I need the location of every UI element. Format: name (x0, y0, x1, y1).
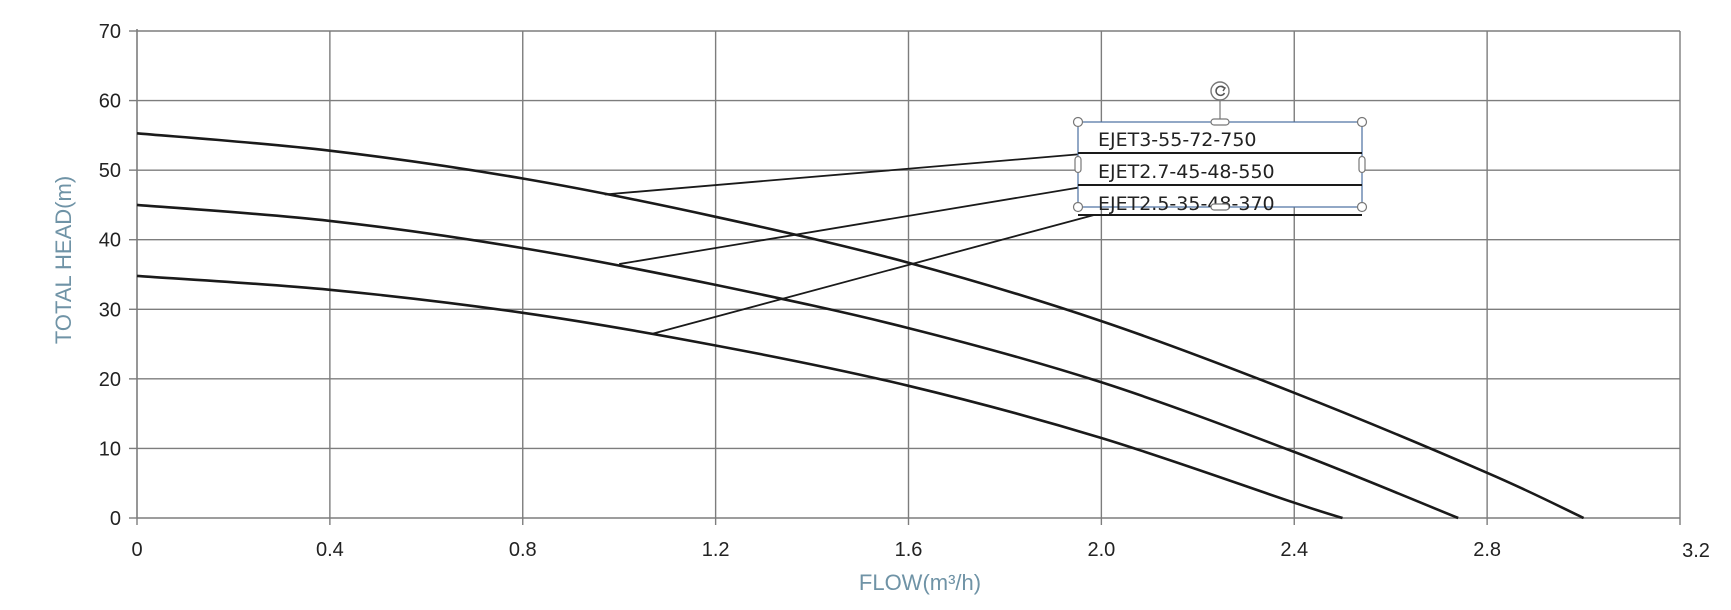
legend-entry-2: EJET2.7-45-48-550 (1098, 161, 1275, 183)
legend-entry-1: EJET3-55-72-750 (1098, 129, 1257, 151)
series-line-1 (136, 132, 1585, 520)
resize-handle-left (1074, 155, 1082, 174)
y-tick-label: 40 (99, 230, 121, 252)
rotate-handle-icon (1210, 81, 1230, 101)
resize-handle-corner (1356, 201, 1368, 213)
resize-handle-bottom (1210, 203, 1230, 211)
series-lines (136, 132, 1585, 520)
legend-leader-2 (619, 184, 1095, 265)
tick-labels: 0 0.4 0.8 1.2 1.6 2.0 2.4 2.8 3.2 0 10 20 30 40 50 60 70 (99, 21, 1710, 562)
legend-entry-3: EJET2.5-35-48-370 (1098, 193, 1275, 215)
y-tick-label: 20 (99, 369, 121, 391)
series-line-3 (136, 274, 1343, 520)
x-tick-label: 2.0 (1087, 539, 1115, 561)
x-tick-label: 0 (131, 539, 142, 561)
grid-lines (137, 30, 1681, 518)
y-tick-label: 0 (110, 508, 121, 530)
resize-handle-right (1358, 155, 1366, 174)
x-axis-title: FLOW(m³/h) (859, 570, 981, 595)
x-tick-label: 1.6 (895, 539, 923, 561)
rotate-arrowhead-icon (1221, 85, 1226, 92)
y-tick-label: 70 (99, 21, 121, 43)
x-tick-label: 2.4 (1280, 539, 1308, 561)
y-axis-title: TOTAL HEAD(m) (51, 176, 76, 344)
x-tick-label: 0.8 (509, 539, 537, 561)
x-tick-label: 0.4 (316, 539, 344, 561)
axes (129, 29, 1681, 525)
y-tick-label: 50 (99, 160, 121, 182)
legend[interactable]: EJET3-55-72-750 EJET2.7-45-48-550 EJET2.5-… (1072, 81, 1368, 216)
legend-leader-3 (652, 214, 1095, 335)
legend-leader-1 (604, 152, 1095, 196)
x-tick-label: 3.2 (1682, 540, 1710, 562)
resize-handle-corner (1356, 116, 1368, 128)
resize-handle-corner (1072, 201, 1084, 213)
x-tick-label: 2.8 (1473, 539, 1501, 561)
x-tick-label: 1.2 (702, 539, 730, 561)
resize-handle-corner (1072, 116, 1084, 128)
y-tick-label: 60 (99, 91, 121, 113)
resize-handle-top (1210, 118, 1230, 126)
y-tick-label: 30 (99, 299, 121, 321)
series-line-2 (136, 203, 1459, 520)
legend-frame (1077, 121, 1363, 208)
legend-leader-lines (604, 152, 1095, 335)
y-tick-label: 10 (99, 438, 121, 460)
